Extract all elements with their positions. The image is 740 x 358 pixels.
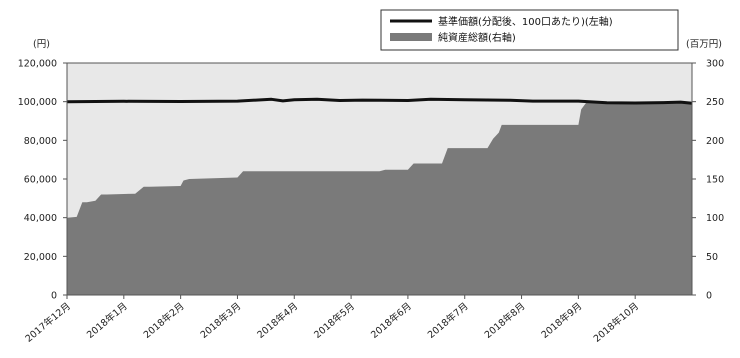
legend-label-netassets: 純資産総額(右軸) [438, 31, 516, 44]
x-tick-label: 2017年12月 [23, 300, 73, 345]
left-tick-label: 20,000 [24, 252, 57, 263]
x-tick-label: 2018年7月 [425, 300, 470, 341]
right-tick-label: 300 [706, 59, 724, 70]
x-tick-label: 2018年10月 [591, 300, 641, 345]
x-tick-label: 2018年4月 [255, 300, 300, 341]
x-tick-label: 2018年2月 [141, 300, 186, 341]
series-area-net-assets [67, 101, 692, 295]
legend-box [380, 9, 679, 51]
left-axis: 0 20,000 40,000 60,000 80,000 100,000 120,000 [18, 59, 67, 302]
right-tick-label: 250 [706, 97, 724, 108]
right-axis-unit: (百万円) [686, 39, 722, 50]
x-tick-label: 2018年3月 [198, 300, 243, 341]
right-tick-label: 50 [706, 252, 718, 263]
left-tick-label: 40,000 [24, 213, 57, 224]
legend-area-swatch [390, 33, 432, 41]
x-tick-label: 2018年6月 [368, 300, 413, 341]
x-tick-label: 2018年5月 [312, 300, 357, 341]
x-axis: 2017年12月 2018年1月 2018年2月 2018年3月 2018年4月 2018… [23, 295, 641, 345]
legend: 基準価額(分配後、100口あたり)(左軸) 純資産総額(右軸) [380, 9, 679, 51]
left-tick-label: 60,000 [24, 175, 57, 186]
series-line-nav [66, 97, 693, 105]
right-tick-label: 0 [706, 291, 712, 302]
area-layer [67, 101, 692, 295]
x-tick-label: 2018年1月 [84, 300, 129, 341]
left-tick-label: 100,000 [18, 97, 57, 108]
x-tick-label: 2018年9月 [539, 300, 584, 341]
left-tick-label: 80,000 [24, 136, 57, 147]
left-tick-label: 120,000 [18, 59, 57, 70]
line-layer [66, 97, 693, 105]
right-tick-label: 100 [706, 213, 724, 224]
legend-label-nav: 基準価額(分配後、100口あたり)(左軸) [438, 15, 613, 28]
right-axis: 0 50 100 150 200 250 300 [692, 59, 724, 302]
right-tick-label: 200 [706, 136, 724, 147]
left-tick-label: 0 [51, 291, 57, 302]
right-tick-label: 150 [706, 175, 724, 186]
x-tick-label: 2018年8月 [482, 300, 527, 341]
left-axis-unit: (円) [33, 39, 50, 50]
